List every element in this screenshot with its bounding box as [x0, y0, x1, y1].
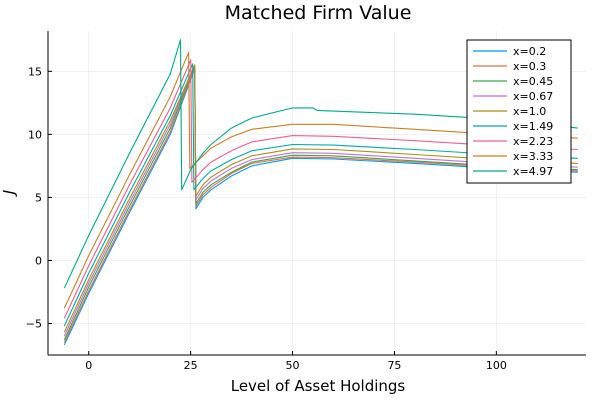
- series-line-1: [63, 67, 578, 343]
- y-axis-label: J: [0, 190, 18, 197]
- x-tick-label: 75: [387, 359, 401, 372]
- series-line-3: [63, 64, 578, 337]
- legend-entry: x=1.0: [513, 105, 546, 118]
- y-tick-label: 0: [35, 254, 42, 267]
- y-tick-label: 5: [35, 191, 42, 204]
- y-tick-label: 10: [28, 128, 42, 141]
- legend-entry: x=1.49: [513, 120, 553, 133]
- series-line-0: [63, 68, 578, 346]
- series-line-8: [63, 39, 578, 289]
- legend: x=0.2 x=0.3 x=0.45 x=0.67 x=1.0 x=1.49 x=2.23 x…: [466, 39, 572, 184]
- series-lines: [63, 39, 578, 346]
- legend-entry: x=0.45: [513, 75, 553, 88]
- x-tick-label: 0: [85, 359, 92, 372]
- series-line-4: [63, 64, 578, 333]
- legend-entry: x=4.97: [513, 165, 553, 178]
- series-line-6: [63, 59, 578, 319]
- chart-title: Matched Firm Value: [225, 2, 412, 24]
- y-tick-label: 15: [28, 65, 42, 78]
- x-tick-label: 25: [184, 359, 198, 372]
- legend-entry: x=0.67: [513, 90, 553, 103]
- x-tick-label: 100: [486, 359, 507, 372]
- x-axis-label: Level of Asset Holdings: [231, 377, 406, 395]
- series-line-5: [63, 63, 578, 327]
- series-line-7: [63, 51, 578, 309]
- y-tick-label: −5: [26, 317, 42, 330]
- legend-entry: x=0.2: [513, 45, 546, 58]
- x-tick-label: 50: [286, 359, 300, 372]
- series-line-2: [63, 65, 578, 341]
- axes: 0 25 50 75 100 −5 0 5 10 15: [26, 31, 586, 372]
- legend-entry: x=0.3: [513, 60, 546, 73]
- legend-entry: x=3.33: [513, 150, 553, 163]
- legend-entry: x=2.23: [513, 135, 553, 148]
